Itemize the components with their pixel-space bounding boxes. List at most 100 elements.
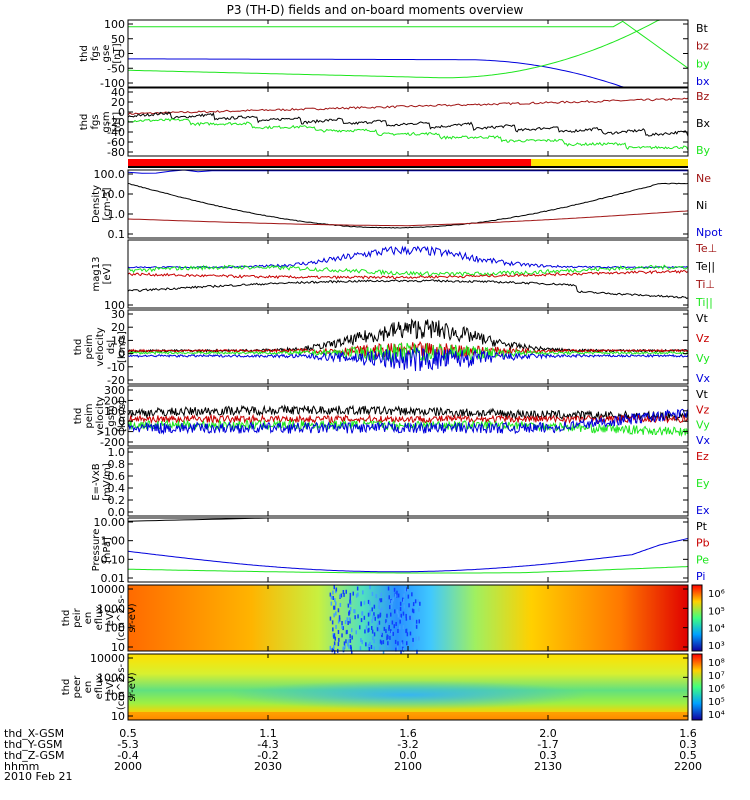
spectrogram-pixel	[351, 628, 353, 633]
spectrogram-pixel	[391, 600, 393, 605]
xaxis-value: -1.7	[537, 738, 558, 751]
y-tick-label: 100	[104, 18, 125, 31]
spectrogram-pixel	[399, 625, 401, 630]
legend-entry: Te||	[695, 260, 715, 273]
y-tick-label: -60	[107, 136, 125, 149]
legend-entry: Pb	[696, 537, 710, 550]
spectrogram-pixel	[335, 601, 337, 606]
y-tick-label: -20	[107, 116, 125, 129]
spectrogram-pixel	[408, 607, 410, 612]
xaxis-row-label: thd_X-GSM	[4, 727, 64, 740]
xaxis-value: 0.0	[399, 749, 417, 762]
colorbar	[691, 653, 703, 721]
series-vx	[127, 408, 689, 436]
y-axis-label: Density	[91, 185, 102, 223]
spectrogram-pixel	[330, 595, 333, 600]
y-tick-label: -80	[107, 146, 125, 159]
y-tick-label: 100	[104, 691, 125, 704]
spectrogram-pixel	[341, 633, 343, 638]
spectrogram-pixel	[367, 643, 370, 648]
spectrogram-pixel	[399, 617, 402, 622]
spectrogram-pixel	[403, 604, 406, 609]
y-tick-label: 0.10	[101, 553, 126, 566]
y-axis-label: [mV/m]	[102, 463, 113, 501]
y-axis-label: E=-VxB	[91, 463, 102, 500]
spectrogram-pixel	[352, 591, 354, 596]
series-vt	[127, 404, 689, 423]
figure-title: P3 (TH-D) fields and on-board moments ov…	[227, 3, 524, 17]
spectrogram-pixel	[380, 592, 382, 597]
spectrogram-pixel	[337, 619, 340, 624]
spectrogram-pixel	[333, 645, 335, 649]
y-tick-label: 0	[118, 106, 125, 119]
xaxis-value: 0.3	[679, 738, 697, 751]
spectrogram-pixel	[406, 587, 408, 592]
y-tick-label: 100	[104, 299, 125, 312]
panel-density: Ne Ni Npot 100.0 10.0 1.0 0.1 Density [cm-3]	[91, 168, 723, 241]
y-axis-label: en	[83, 612, 94, 625]
y-tick-label: 10	[111, 710, 125, 723]
spectrogram-pixel	[415, 624, 418, 629]
spectrogram-pixel	[338, 615, 341, 620]
y-tick-label: 20	[111, 321, 125, 334]
y-tick-label: -100	[100, 77, 125, 90]
legend-entry: bz	[696, 40, 709, 53]
spectrogram-pixel	[402, 625, 405, 630]
y-axis-label: eV/	[105, 609, 116, 626]
y-tick-label: -50	[107, 62, 125, 75]
spectrogram-pixel	[407, 594, 410, 599]
spectrogram-pixel	[405, 616, 408, 621]
y-axis-label: thd	[73, 339, 84, 356]
spectrogram-pixel	[379, 639, 382, 644]
spectrogram-pixel	[370, 645, 373, 649]
series-bx	[128, 58, 688, 88]
y-tick-label: -10	[107, 361, 125, 374]
legend-entry: Vx	[696, 434, 711, 447]
y-axis-label: fgs	[90, 46, 101, 61]
spectrogram-pixel	[329, 645, 332, 650]
spectrogram-pixel	[360, 638, 362, 643]
spectrogram-pixel	[373, 646, 375, 651]
legend-entry: Vt	[696, 388, 709, 401]
xaxis-value: -4.3	[257, 738, 278, 751]
xaxis-row-label: thd_Y-GSM	[4, 738, 63, 751]
spectrogram-pixel	[409, 635, 412, 640]
spectrogram-pixel	[371, 626, 373, 630]
series-ni	[127, 182, 689, 229]
y-axis-label: thd	[79, 114, 90, 131]
spectrogram-pixel	[351, 635, 353, 640]
y-axis-label: [nPa]	[102, 537, 113, 563]
legend-entry: Ez	[696, 450, 709, 463]
xaxis-value: 1.6	[399, 727, 417, 740]
spectrogram-pixel	[415, 636, 417, 641]
xaxis-value: 2130	[534, 760, 562, 773]
panel-mode-bar	[128, 159, 688, 168]
xaxis-row-label: hhmm	[4, 760, 39, 773]
spectrogram-pixel	[385, 596, 387, 601]
spectrogram-pixel	[351, 650, 353, 655]
y-tick-label: 100	[104, 622, 125, 635]
spectrogram-pixel	[378, 620, 381, 625]
spectrogram-pixel	[344, 620, 347, 625]
spectrogram-pixel	[386, 613, 388, 618]
spectrogram-pixel	[407, 614, 409, 619]
panel-ion-spectrogram: 10⁶ 10⁵ 10⁴ 10³ 10000 1000 100 10 thd peir en eflux…	[61, 583, 725, 655]
y-tick-label: 0	[118, 415, 125, 428]
spectrogram-pixel	[379, 598, 381, 603]
series-by-tail	[128, 20, 689, 69]
spectrogram-pixel	[349, 638, 352, 643]
y-axis-label: gse	[101, 45, 112, 63]
spectrogram-pixel	[389, 605, 391, 610]
spectrogram-pixel	[412, 602, 415, 607]
y-tick-label: 0.01	[101, 572, 126, 585]
y-tick-label: -20	[107, 374, 125, 387]
spectrogram-pixel	[335, 611, 337, 616]
spectrogram-pixel	[414, 599, 417, 604]
spectrogram-pixel	[334, 636, 336, 641]
spectrogram-pixel	[411, 608, 414, 613]
spectrogram-pixel	[372, 615, 374, 620]
series-te-perp	[127, 279, 689, 299]
panel-frame	[127, 87, 689, 157]
y-axis-label: eV/	[105, 678, 116, 695]
